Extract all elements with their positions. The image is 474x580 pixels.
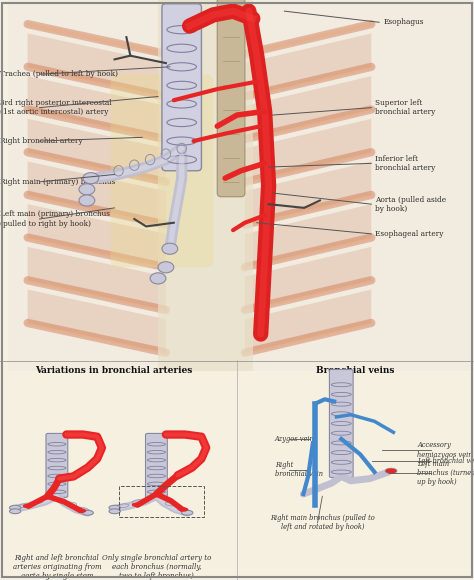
FancyBboxPatch shape	[146, 433, 167, 497]
Text: Superior left
bronchial artery: Superior left bronchial artery	[375, 99, 436, 116]
Ellipse shape	[79, 195, 95, 206]
Polygon shape	[27, 289, 166, 353]
Polygon shape	[27, 34, 166, 96]
Ellipse shape	[182, 510, 193, 515]
Text: Right bronchial artery: Right bronchial artery	[0, 137, 82, 145]
FancyBboxPatch shape	[162, 3, 201, 171]
Ellipse shape	[79, 184, 95, 195]
Polygon shape	[245, 247, 371, 310]
Polygon shape	[245, 34, 371, 96]
Polygon shape	[27, 247, 166, 310]
Text: Right main bronchus (pulled to
left and rotated by hook): Right main bronchus (pulled to left and …	[270, 514, 374, 531]
Ellipse shape	[132, 503, 141, 507]
Text: Left bronchial vein: Left bronchial vein	[417, 457, 474, 465]
Text: Variations in bronchial arteries: Variations in bronchial arteries	[35, 366, 192, 375]
Polygon shape	[245, 161, 371, 224]
Text: Right main (primary) bronchus: Right main (primary) bronchus	[0, 178, 115, 186]
Ellipse shape	[77, 509, 86, 513]
FancyBboxPatch shape	[110, 74, 213, 267]
Text: Left main
bronchus (turned
up by hook): Left main bronchus (turned up by hook)	[417, 460, 474, 486]
FancyBboxPatch shape	[217, 0, 245, 197]
Text: Right and left bronchial
arteries originating from
aorta by single stem: Right and left bronchial arteries origin…	[13, 553, 101, 580]
Text: Right
bronchial vein: Right bronchial vein	[275, 461, 323, 478]
Ellipse shape	[109, 505, 120, 510]
Text: Aorta (pulled aside
by hook): Aorta (pulled aside by hook)	[375, 195, 447, 213]
FancyBboxPatch shape	[8, 0, 474, 371]
FancyBboxPatch shape	[329, 369, 353, 477]
FancyBboxPatch shape	[158, 0, 253, 371]
Polygon shape	[245, 76, 371, 139]
Polygon shape	[27, 76, 166, 139]
Text: Only single bronchial artery to
each bronchus (normally,
two to left bronchus): Only single bronchial artery to each bro…	[102, 553, 211, 580]
Text: 3rd right posterior intercostal
(1st aortic intercostal) artery: 3rd right posterior intercostal (1st aor…	[0, 99, 111, 116]
Text: Bronchial veins: Bronchial veins	[316, 366, 395, 375]
Ellipse shape	[158, 262, 174, 273]
Ellipse shape	[385, 468, 397, 474]
Polygon shape	[245, 204, 371, 267]
Text: Accessory
hemiazygos vein: Accessory hemiazygos vein	[417, 441, 473, 459]
Polygon shape	[27, 119, 166, 182]
Polygon shape	[245, 289, 371, 353]
Ellipse shape	[9, 509, 21, 514]
FancyBboxPatch shape	[46, 433, 68, 497]
Ellipse shape	[9, 505, 21, 510]
Text: Left main (primary) bronchus
(pulled to right by hook): Left main (primary) bronchus (pulled to …	[0, 211, 110, 227]
Ellipse shape	[150, 273, 166, 284]
Text: Azygos vein: Azygos vein	[275, 435, 315, 443]
Ellipse shape	[109, 509, 120, 514]
Polygon shape	[27, 161, 166, 224]
Polygon shape	[27, 204, 166, 267]
Ellipse shape	[179, 508, 188, 512]
Ellipse shape	[83, 173, 99, 184]
Ellipse shape	[23, 504, 32, 508]
Text: Trachea (pulled to left by hook): Trachea (pulled to left by hook)	[0, 70, 118, 78]
Text: Esophageal artery: Esophageal artery	[375, 230, 444, 238]
Ellipse shape	[162, 243, 178, 254]
Text: Inferior left
bronchial artery: Inferior left bronchial artery	[375, 155, 436, 172]
Ellipse shape	[82, 510, 93, 515]
Polygon shape	[245, 119, 371, 182]
Text: Esophagus: Esophagus	[383, 19, 424, 26]
